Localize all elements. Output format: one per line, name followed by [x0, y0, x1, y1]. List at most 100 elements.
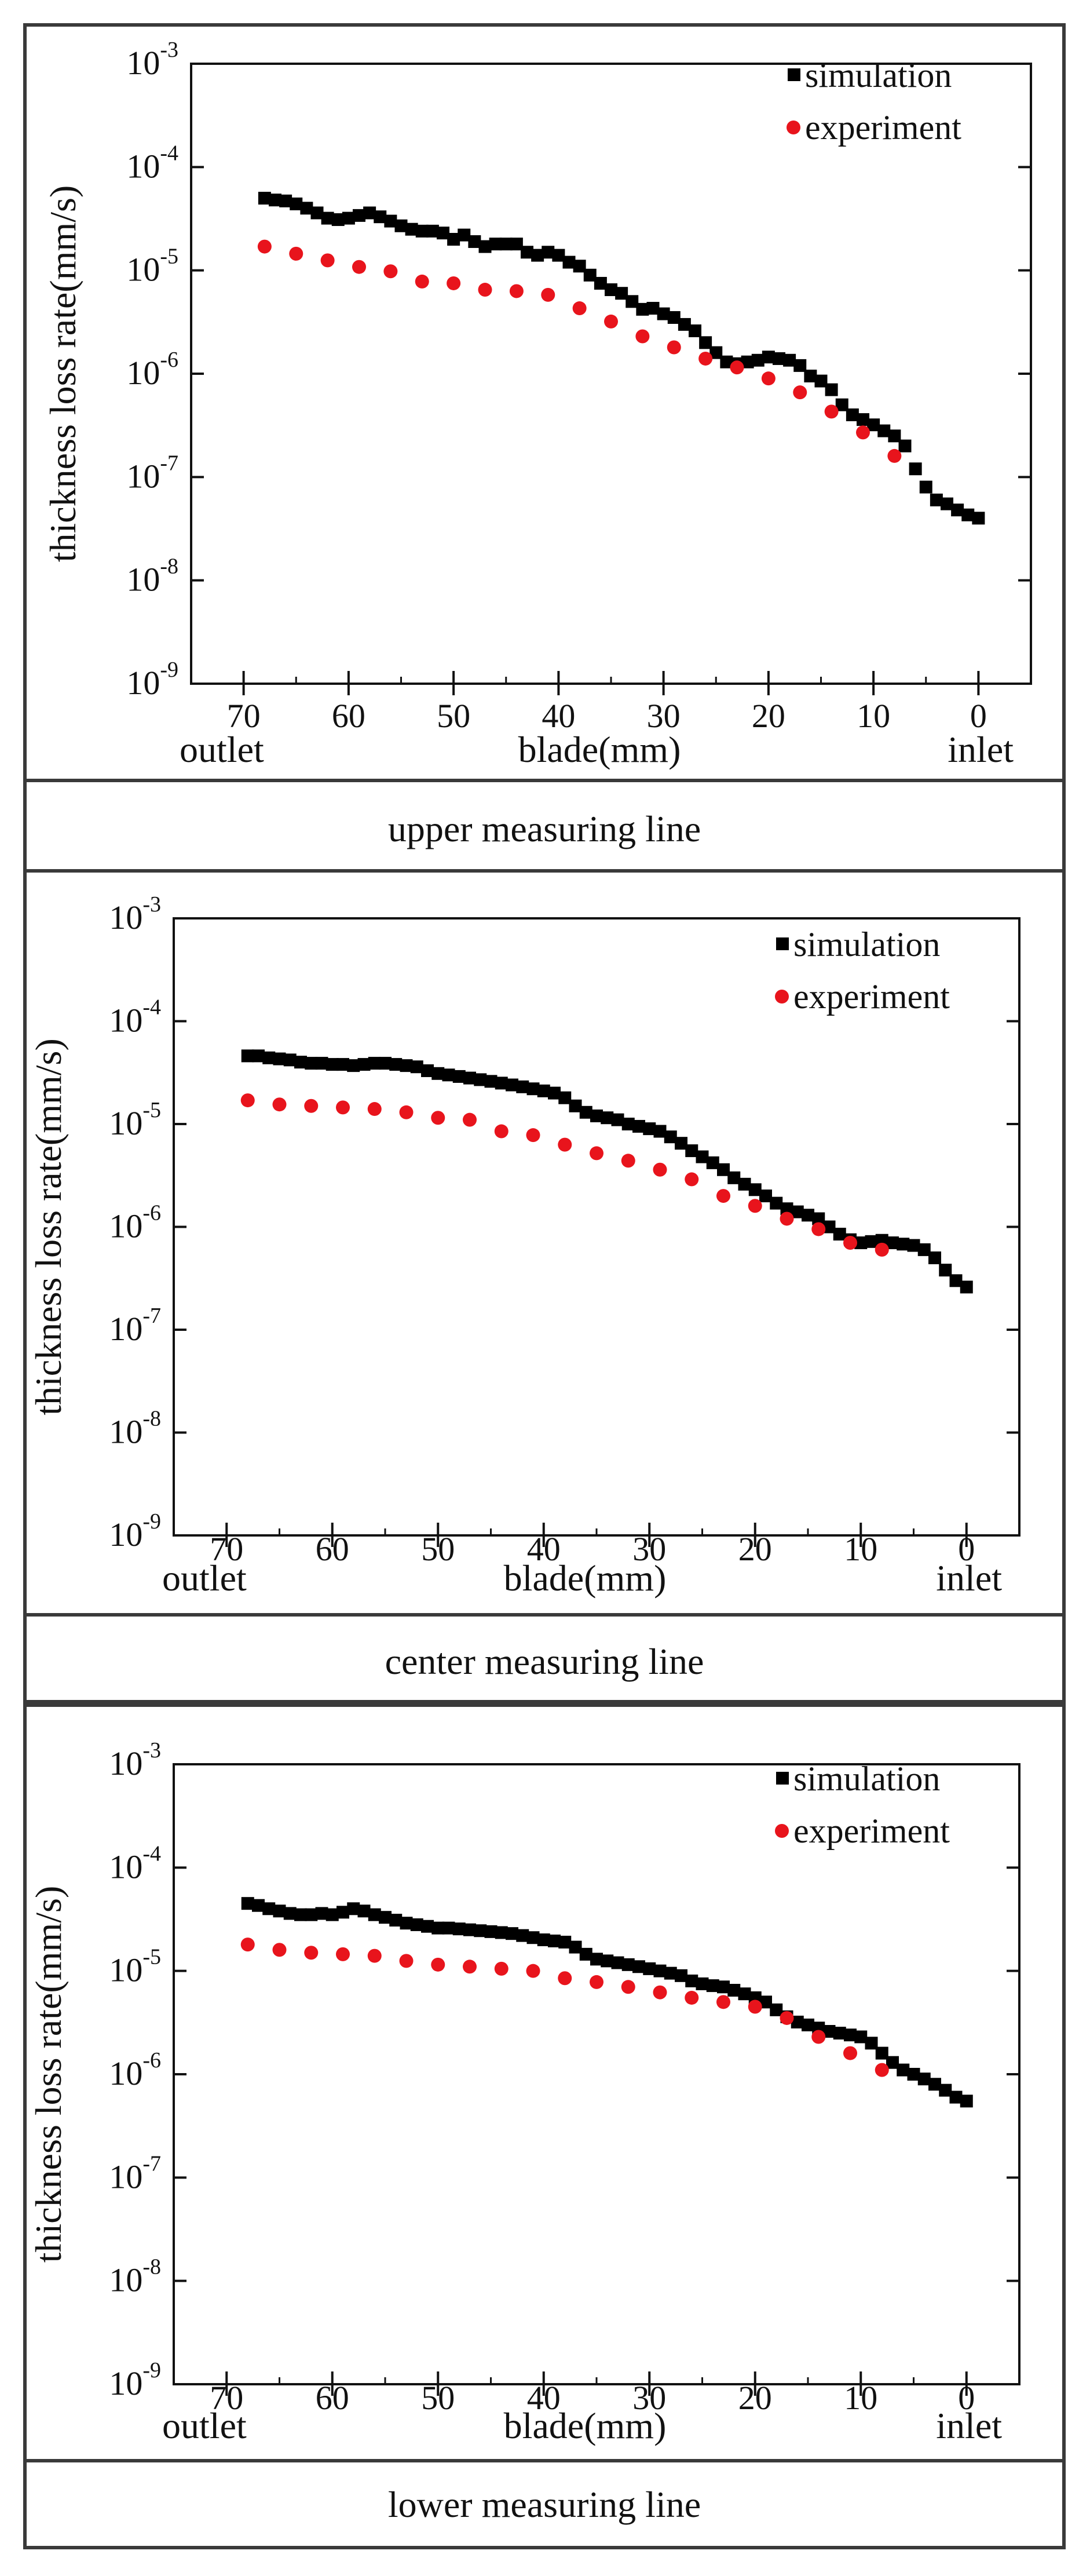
experiment-point — [780, 1212, 794, 1226]
y-tick-label: 10-3 — [109, 892, 161, 936]
simulation-point — [452, 1922, 466, 1936]
simulation-point — [526, 1931, 540, 1944]
simulation-point — [442, 1068, 455, 1082]
simulation-point — [741, 355, 754, 368]
y-tick-exponent: -3 — [142, 1738, 161, 1763]
legend-simulation-label: simulation — [805, 56, 952, 94]
simulation-point — [738, 1987, 751, 2001]
experiment-point — [478, 283, 492, 297]
simulation-point — [437, 227, 449, 240]
simulation-point — [294, 1908, 307, 1921]
legend-experiment-label: experiment — [793, 1812, 950, 1850]
simulation-point — [802, 2018, 814, 2031]
x-axis-title: blade(mm) — [518, 729, 681, 770]
simulation-point — [615, 287, 628, 300]
simulation-point — [748, 1183, 762, 1196]
simulation-point — [258, 192, 271, 205]
y-tick-exponent: -9 — [142, 1509, 161, 1534]
simulation-point — [667, 311, 681, 324]
simulation-point — [917, 1243, 931, 1256]
simulation-point — [336, 1058, 349, 1071]
simulation-point — [951, 503, 964, 517]
y-axis-title: thickness loss rate(mm/s) — [42, 185, 83, 563]
simulation-point — [474, 1073, 487, 1086]
simulation-point — [875, 2046, 888, 2060]
x-tick-label: 10 — [857, 697, 890, 735]
simulation-point — [310, 206, 324, 220]
experiment-point — [367, 1102, 382, 1116]
experiment-point — [399, 1954, 414, 1968]
experiment-point — [541, 287, 555, 302]
simulation-point — [675, 1969, 687, 1982]
simulation-point — [499, 238, 513, 251]
simulation-point — [321, 211, 334, 225]
caption-divider — [27, 1613, 1062, 1617]
experiment-point — [304, 1099, 319, 1113]
simulation-point — [474, 1924, 487, 1938]
y-tick-label: 10-9 — [109, 2358, 161, 2402]
simulation-point — [886, 2056, 899, 2069]
simulation-point — [336, 1906, 349, 1919]
x-axis-title: blade(mm) — [504, 2405, 667, 2446]
x-tick-label: 10 — [844, 1530, 877, 1568]
panel-center: center measuring line — [23, 869, 1066, 1703]
x-tick-label: 20 — [738, 1530, 772, 1568]
simulation-point — [857, 413, 869, 426]
y-tick-exponent: -5 — [142, 1945, 161, 1969]
y-tick-label: 10-7 — [109, 2151, 161, 2195]
simulation-point — [949, 2090, 963, 2104]
simulation-point — [537, 1933, 550, 1946]
y-axis-title: thickness loss rate(mm/s) — [28, 1038, 69, 1415]
simulation-point — [484, 1075, 498, 1088]
simulation-point — [573, 260, 586, 273]
simulation-point — [506, 1927, 518, 1940]
simulation-point — [773, 352, 785, 365]
y-tick-exponent: -6 — [160, 348, 178, 372]
simulation-point — [521, 246, 533, 259]
simulation-point — [685, 1144, 698, 1158]
simulation-point — [331, 213, 345, 227]
simulation-point — [846, 408, 859, 421]
simulation-point — [717, 1163, 730, 1176]
simulation-point — [389, 1058, 403, 1071]
experiment-point — [730, 360, 744, 375]
simulation-point — [621, 1118, 635, 1130]
x-left-end-label: outlet — [162, 2405, 247, 2446]
plot-area — [173, 1763, 1020, 2385]
simulation-point — [305, 1908, 318, 1921]
simulation-point — [833, 1228, 846, 1241]
experiment-point — [811, 1222, 826, 1236]
simulation-point — [325, 1058, 339, 1071]
y-tick-label: 10-6 — [109, 1201, 161, 1245]
experiment-point — [635, 329, 650, 344]
simulation-point — [400, 1917, 413, 1930]
simulation-point — [548, 1934, 561, 1947]
simulation-point — [626, 295, 639, 308]
simulation-point — [751, 353, 765, 367]
y-tick-label: 10-5 — [109, 1945, 161, 1989]
simulation-point — [941, 497, 953, 510]
simulation-point — [939, 1264, 952, 1277]
experiment-point — [494, 1124, 509, 1139]
experiment-point — [667, 340, 681, 355]
y-tick-exponent: -4 — [142, 995, 161, 1020]
simulation-point — [706, 1156, 719, 1169]
y-tick-label: 10-9 — [109, 1509, 161, 1553]
simulation-point — [611, 1113, 624, 1126]
x-tick-label: 0 — [958, 1530, 975, 1568]
x-tick-label: 50 — [421, 1530, 455, 1568]
y-tick-exponent: -4 — [142, 1841, 161, 1866]
simulation-point — [368, 1908, 381, 1921]
simulation-point — [458, 228, 471, 242]
panel-caption: upper measuring line — [387, 808, 701, 849]
simulation-point — [791, 2015, 804, 2028]
experiment-point — [431, 1111, 445, 1125]
simulation-point — [783, 353, 796, 367]
simulation-point — [909, 462, 922, 476]
simulation-point — [886, 1236, 899, 1249]
simulation-point — [569, 1099, 582, 1112]
y-tick-exponent: -8 — [142, 2255, 161, 2279]
simulation-point — [888, 429, 901, 443]
experiment-point — [875, 2063, 889, 2077]
simulation-point — [802, 1209, 814, 1222]
